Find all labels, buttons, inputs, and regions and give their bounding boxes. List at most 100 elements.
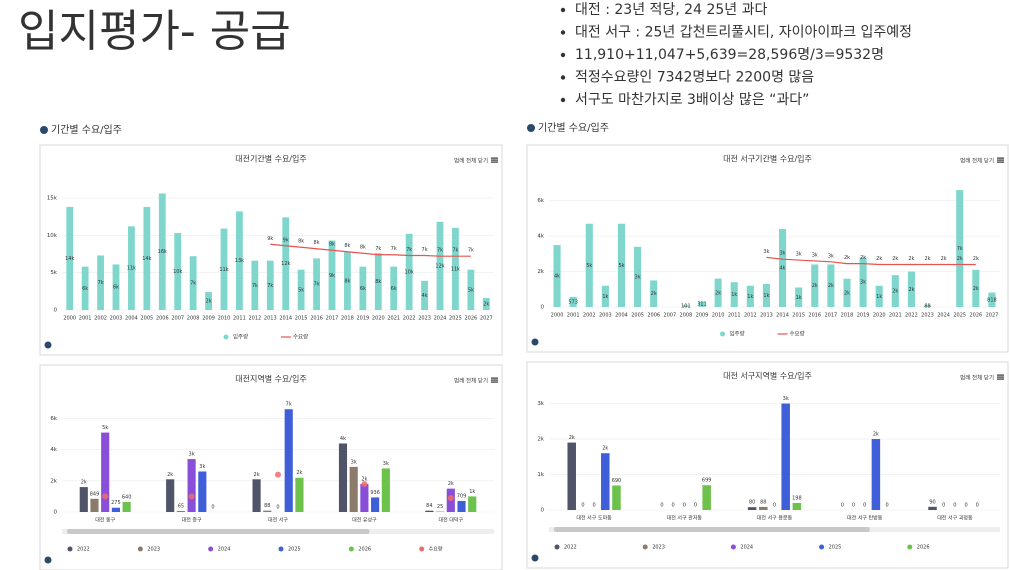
x-tick-label: 2003 (599, 313, 612, 319)
x-tick-label: 2017 (825, 313, 838, 319)
y-tick-label: 0 (54, 308, 58, 314)
legend-label: 수요량 (429, 546, 443, 553)
bar-value-label: 2k (844, 290, 850, 296)
bar-value-label: 25 (437, 504, 443, 510)
menu-icon (491, 159, 498, 161)
x-tick-label: 2019 (857, 313, 870, 319)
menu-icon (491, 379, 498, 381)
legend-marker (419, 546, 425, 552)
bar-value-label: 88 (760, 499, 766, 505)
x-tick-label: 2015 (792, 313, 805, 319)
bar-value-label: 2k (448, 481, 454, 487)
x-tick-label: 2016 (310, 316, 323, 322)
bar (779, 229, 787, 307)
x-tick-label: 2016 (808, 313, 821, 319)
chart-panel (526, 361, 1009, 569)
chart-panel (39, 144, 503, 356)
bar (360, 483, 369, 512)
bar (349, 466, 358, 512)
bar-value-label: 7k (286, 402, 292, 408)
chart-panel (526, 144, 1009, 353)
bar-value-label: 4k (780, 266, 786, 272)
x-tick-label: 2014 (776, 313, 789, 319)
bar (205, 292, 212, 310)
line-value-label: 7k (406, 247, 412, 253)
bar-value-label: 8k (375, 279, 381, 285)
line-value-label: 7k (375, 246, 381, 252)
x-tick-label: 2002 (583, 313, 596, 319)
line-value-label: 7k (468, 248, 474, 254)
bar (81, 266, 89, 310)
bar-value-label: 2k (908, 287, 914, 293)
line-value-label: 2k (973, 256, 979, 262)
line-value-label: 2k (941, 256, 947, 262)
bar-value-label: 3k (860, 280, 866, 286)
legend-button: 범례 전체 닫기 (960, 157, 994, 165)
bar-value-label: 88 (264, 503, 270, 509)
x-tick-label: 2006 (647, 313, 660, 319)
menu-icon (491, 381, 498, 383)
bar-value-label: 10k (173, 269, 182, 275)
bar (811, 264, 819, 307)
demand-line (270, 243, 471, 257)
x-tick-label: 대전 서구 도마동 (576, 515, 612, 522)
bar (569, 296, 577, 307)
bar (128, 226, 135, 310)
bar-value-label: 7k (252, 283, 258, 289)
bullet-dot (560, 75, 566, 80)
bar-value-label: 0 (852, 503, 855, 509)
bar-value-label: 699 (702, 478, 712, 484)
x-tick-label: 2013 (264, 316, 277, 322)
section-title: 기간별 수요/입주 (538, 121, 609, 134)
legend-label: 입주량 (730, 330, 745, 338)
bar-value-label: 7k (314, 282, 320, 288)
bar (236, 211, 243, 310)
x-tick-label: 대전 대덕구 (439, 517, 464, 524)
y-tick-label: 5k (50, 270, 57, 276)
x-tick-label: 2025 (953, 313, 966, 319)
bar (553, 245, 561, 307)
bar-value-label: 690 (612, 478, 622, 484)
y-tick-label: 6k (537, 198, 544, 204)
demand-line (766, 256, 976, 266)
bar-value-label: 1k (731, 292, 737, 298)
bar-value-label: 849 (90, 491, 100, 497)
bar-value-label: 3k (189, 452, 195, 458)
legend-marker (554, 544, 560, 550)
slide-title: 입지평가- 공급 (18, 6, 291, 57)
logo-icon (531, 338, 539, 346)
line-value-label: 2k (957, 256, 963, 262)
bar (425, 510, 434, 512)
legend-label: 2022 (564, 545, 577, 551)
bar (601, 453, 610, 510)
bar-value-label: 6k (113, 285, 119, 291)
bar (176, 510, 185, 512)
bar-value-label: 0 (942, 503, 945, 509)
y-tick-label: 0 (54, 510, 58, 516)
menu-icon (491, 157, 498, 159)
legend-marker (67, 546, 73, 552)
menu-icon (997, 378, 1004, 380)
bullet-text: 서구도 마찬가지로 3배이상 많은 “과다” (575, 92, 809, 108)
bar-value-label: 2k (651, 291, 657, 297)
section-icon (527, 124, 535, 132)
bar (759, 506, 768, 510)
bar-value-label: 0 (953, 503, 956, 509)
bar (827, 264, 835, 307)
bar-value-label: 5k (586, 263, 592, 269)
line-value-label: 8k (329, 242, 335, 248)
legend-button: 범례 전체 닫기 (454, 377, 488, 385)
bar (174, 233, 182, 310)
bar (859, 257, 867, 307)
legend-button: 범례 전체 닫기 (960, 374, 994, 382)
legend-label: 2022 (77, 547, 90, 553)
bar (956, 190, 964, 307)
x-tick-label: 대전 서구 괴정동 (937, 515, 973, 522)
x-tick-label: 2012 (744, 313, 757, 319)
bar (988, 292, 996, 307)
bar (457, 500, 466, 512)
bar-value-label: 84 (426, 503, 432, 509)
x-tick-label: 2021 (889, 313, 902, 319)
legend-marker (223, 334, 229, 340)
x-tick-label: 2014 (279, 316, 292, 322)
